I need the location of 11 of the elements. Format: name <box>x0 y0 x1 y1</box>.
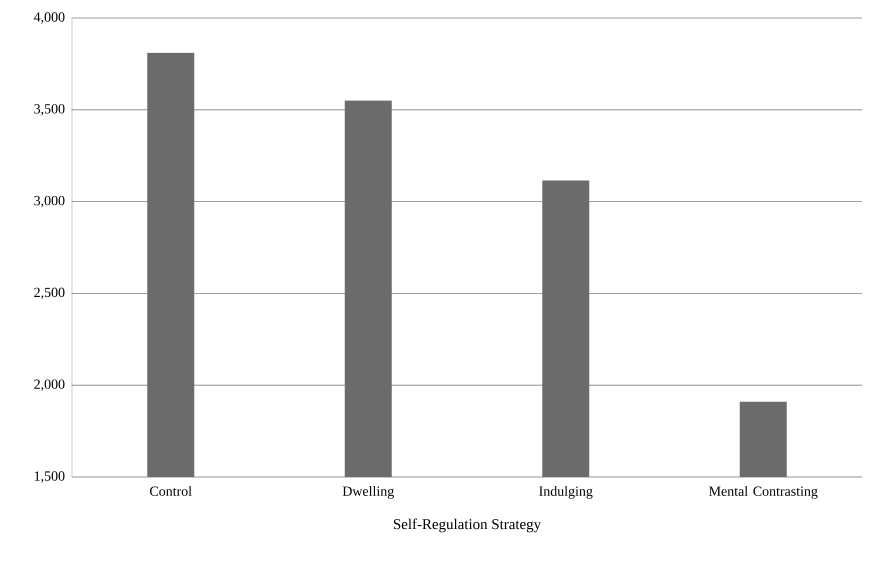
x-tick-label: Indulging <box>539 486 593 499</box>
x-tick-label: Dwelling <box>342 486 394 499</box>
y-tick-label: 3,500 <box>34 104 64 116</box>
x-tick-label: Control <box>150 486 192 496</box>
x-axis-title: Self-Regulation Strategy <box>394 518 542 532</box>
y-tick-label: 2,500 <box>34 288 64 300</box>
y-tick-label: 3,000 <box>34 196 64 208</box>
x-tick-label: Mental Contrasting <box>709 486 818 499</box>
y-tick-label: 1,500 <box>34 471 64 483</box>
y-tick-label: 4,000 <box>34 12 64 24</box>
y-tick-label: 2,000 <box>34 379 64 391</box>
